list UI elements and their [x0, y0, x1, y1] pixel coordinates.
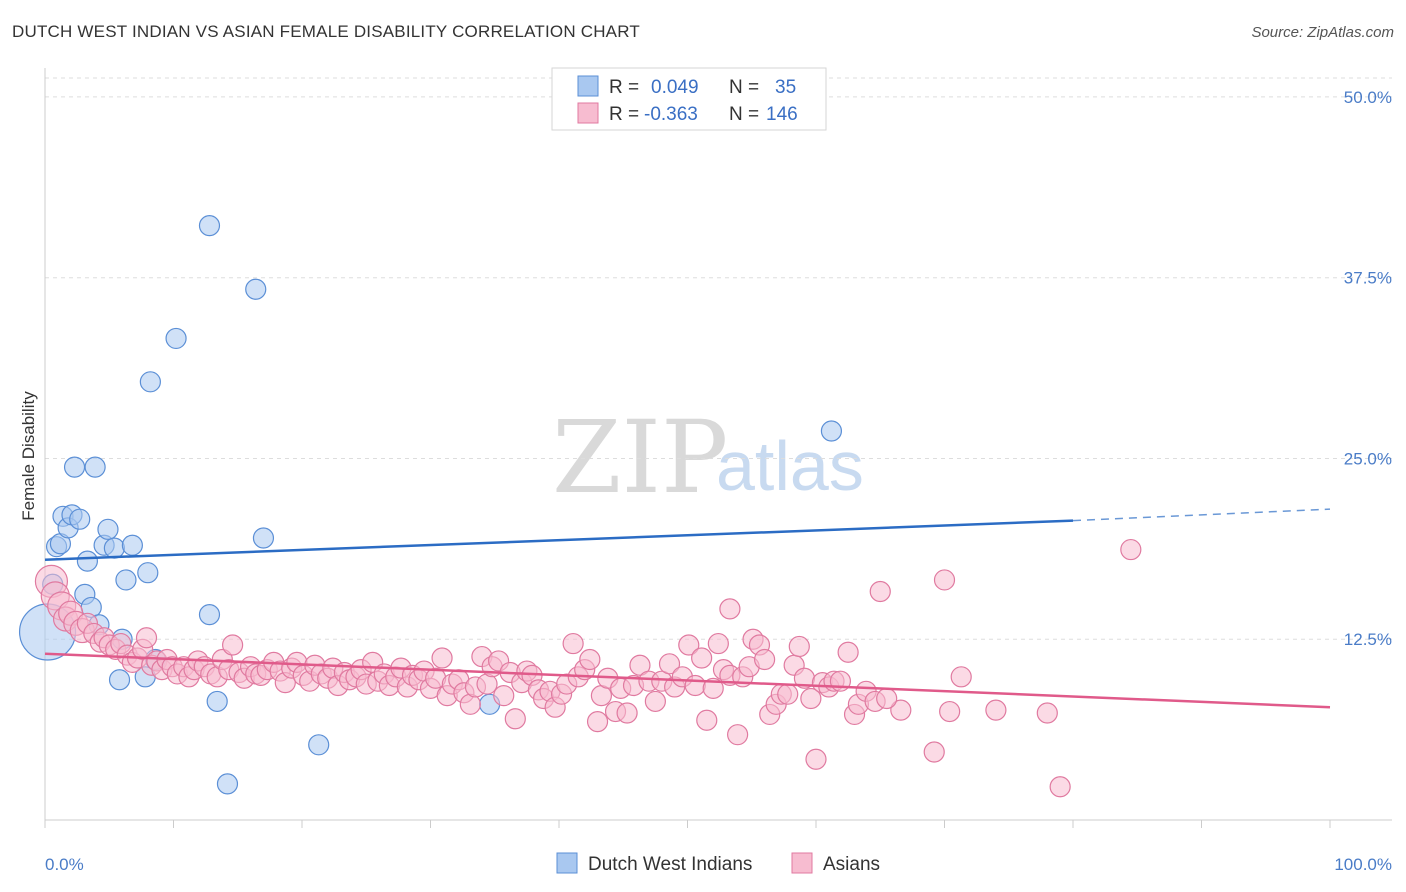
asians-point-113 [691, 647, 713, 669]
asians-point-102 [616, 702, 638, 724]
asians-point-70 [431, 647, 453, 669]
watermark: ZIP atlas [552, 399, 864, 516]
asians-point-154 [876, 687, 898, 710]
asians-point-144 [933, 569, 956, 591]
asians-point-143 [869, 580, 891, 603]
legend-n-label-0: N = [729, 77, 759, 98]
dutch-west-indians-point-28 [206, 690, 228, 713]
asians-point-96 [579, 648, 601, 671]
asians-point-124 [753, 648, 776, 671]
asians-point-149 [1036, 702, 1058, 724]
dutch-west-indians-point-22 [137, 562, 159, 584]
asians-point-130 [788, 635, 810, 658]
dutch-west-indians-point-25 [165, 327, 187, 350]
dutch-west-indians-point-26 [198, 215, 221, 237]
dutch-west-indians-trend-extension [1072, 508, 1331, 522]
asians-point-152 [719, 598, 741, 620]
asians-point-83 [504, 708, 526, 730]
asians-point-108 [658, 653, 681, 675]
dutch-west-indians-point-12 [84, 456, 106, 478]
asians-trend-line [44, 652, 1331, 709]
dutch-west-indians-point-15 [97, 518, 119, 540]
asians-point-150 [1049, 776, 1071, 798]
chart-title: DUTCH WEST INDIAN VS ASIAN FEMALE DISABI… [12, 22, 640, 41]
watermark-zip: ZIP [552, 399, 728, 516]
data-points [18, 215, 1142, 798]
legend-swatch-asians [577, 102, 599, 124]
legend: R = 0.049 N = 35 R = -0.363 N = 146 [551, 67, 827, 131]
asians-point-115 [702, 677, 724, 700]
dutch-west-indians-point-27 [198, 604, 221, 626]
asians-point-116 [707, 632, 729, 655]
asians-point-114 [696, 709, 718, 731]
asians-point-81 [493, 685, 515, 707]
dutch-west-indians-point-19 [115, 569, 137, 591]
dutch-west-indians-point-23 [139, 371, 161, 393]
legend-r-value-1: -0.363 [644, 104, 698, 125]
series-legend: Dutch West Indians Asians [556, 852, 880, 875]
legend-swatch-dutch-west-indians [577, 75, 599, 97]
dutch-west-indians-point-9 [76, 550, 99, 572]
y-tick-label-3: 50.0% [1344, 88, 1392, 107]
legend-n-label-1: N = [729, 104, 759, 125]
asians-point-132 [800, 687, 822, 710]
asians-point-111 [678, 634, 700, 656]
series-legend-label-dutch-west-indians: Dutch West Indians [588, 854, 752, 875]
asians-point-34 [222, 634, 244, 656]
legend-r-label-0: R = [609, 77, 639, 98]
asians-point-93 [562, 632, 584, 655]
x-tick-label-0: 0.0% [45, 855, 84, 874]
asians-point-18 [135, 627, 158, 649]
asians-point-138 [837, 641, 859, 663]
dutch-west-indians-point-31 [252, 527, 275, 549]
legend-r-label-1: R = [609, 104, 639, 125]
asians-point-112 [684, 674, 706, 697]
trend-lines [44, 508, 1331, 709]
asians-point-119 [727, 724, 749, 746]
asians-point-151 [1120, 538, 1142, 561]
axes: 12.5% 25.0% 37.5% 50.0% 0.0% 100.0% [44, 68, 1392, 874]
asians-point-153 [890, 699, 912, 721]
gridlines [45, 77, 1392, 640]
asians-point-104 [629, 654, 651, 676]
dutch-west-indians-point-32 [308, 734, 330, 756]
series-legend-label-asians: Asians [823, 854, 880, 875]
legend-r-value-0: 0.049 [651, 77, 699, 98]
series-legend-swatch-dutch-west-indians [556, 852, 578, 874]
asians-point-147 [939, 700, 961, 723]
dutch-west-indians-point-30 [245, 278, 267, 300]
dutch-west-indians-trend-line [44, 519, 1074, 561]
dutch-west-indians-point-34 [820, 420, 843, 442]
dutch-west-indians-point-7 [63, 456, 86, 478]
asians-point-145 [923, 741, 945, 763]
asians-point-106 [644, 690, 666, 713]
x-tick-label-1: 100.0% [1334, 855, 1392, 874]
dutch-west-indians-point-17 [108, 669, 131, 691]
watermark-atlas: atlas [716, 427, 864, 505]
dutch-west-indians-point-20 [121, 534, 143, 556]
y-tick-label-0: 12.5% [1344, 630, 1392, 649]
y-axis-label: Female Disability [19, 391, 38, 521]
asians-point-148 [985, 699, 1007, 721]
source-credit: Source: ZipAtlas.com [1251, 24, 1394, 41]
asians-point-146 [950, 666, 972, 688]
legend-n-value-1: 146 [766, 104, 798, 125]
dutch-west-indians-point-8 [69, 508, 91, 530]
legend-n-value-0: 35 [775, 77, 796, 98]
asians-point-97 [586, 711, 609, 733]
asians-point-133 [805, 748, 827, 770]
dutch-west-indians-point-16 [103, 537, 125, 559]
dutch-west-indians-point-29 [216, 773, 239, 795]
asians-point-128 [777, 683, 799, 705]
y-tick-label-2: 37.5% [1344, 269, 1392, 288]
y-tick-label-1: 25.0% [1344, 449, 1392, 468]
series-legend-swatch-asians [791, 852, 813, 874]
